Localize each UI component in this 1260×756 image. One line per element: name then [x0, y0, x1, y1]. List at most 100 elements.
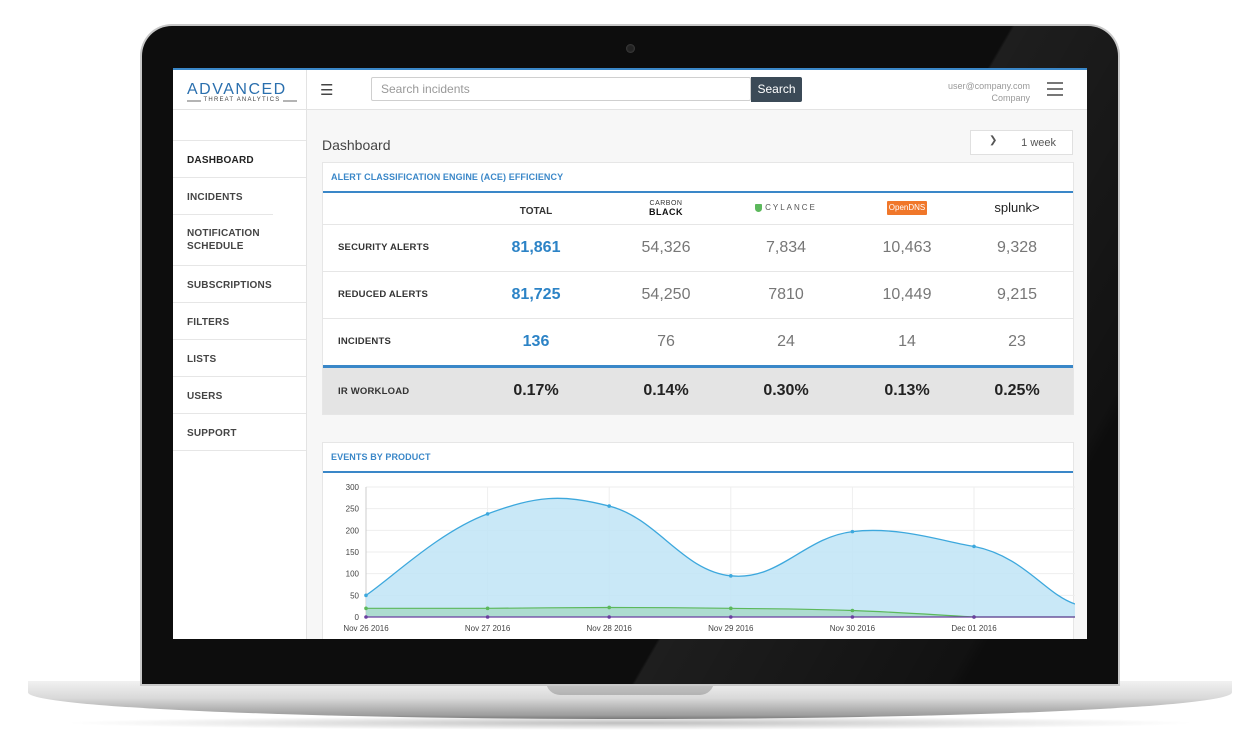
row-label-incidents: INCIDENTS	[338, 336, 391, 347]
data-point	[972, 615, 976, 619]
data-point	[729, 606, 733, 611]
reduced-alerts-cylance: 7810	[768, 286, 804, 303]
x-tick-label: Nov 26 2016	[343, 624, 389, 633]
row-label-security-alerts: SECURITY ALERTS	[338, 242, 430, 253]
data-point	[364, 593, 368, 598]
ir-workload-total: 0.17%	[513, 382, 559, 399]
events-by-product-card: EVENTS BY PRODUCT 0 50 100 150 200 250 300 Nov …	[322, 442, 1075, 639]
data-point	[607, 605, 611, 610]
data-point	[364, 615, 368, 619]
incidents-opendns: 14	[898, 333, 916, 350]
y-tick-label: 50	[350, 591, 359, 600]
date-range-value: 1 week	[1021, 137, 1056, 149]
y-tick-label: 300	[346, 483, 360, 492]
chevron-down-icon: ❯	[989, 135, 998, 146]
data-point	[607, 615, 611, 619]
carbon-black-logo: CARBON BLACK	[626, 200, 706, 217]
user-company: Company	[991, 93, 1030, 103]
main-content: Dashboard ❯ 1 week ALERT CLASSIFICATION …	[307, 110, 1087, 639]
menu-icon[interactable]	[1047, 82, 1063, 96]
cylance-logo: CYLANCE	[741, 203, 831, 212]
sidebar-item-users[interactable]: USERS	[173, 376, 306, 413]
data-point	[729, 574, 733, 578]
opendns-logo: OpenDNS	[887, 201, 927, 215]
sidebar-item-subscriptions[interactable]: SUBSCRIPTIONS	[173, 265, 306, 302]
row-divider	[323, 318, 1073, 319]
sidebar-item-dashboard[interactable]: DASHBOARD	[173, 140, 306, 177]
laptop-notch	[546, 681, 714, 695]
data-point	[850, 615, 855, 619]
y-tick-label: 100	[346, 570, 360, 579]
column-header-total: TOTAL	[519, 206, 553, 217]
y-tick-label: 200	[346, 526, 360, 535]
app-screen: ADVANCED THREAT ANALYTICS ☰ Search incid…	[173, 68, 1087, 639]
security-alerts-total[interactable]: 81,861	[511, 239, 561, 256]
date-range-select[interactable]: ❯ 1 week	[970, 130, 1073, 155]
y-tick-label: 150	[346, 548, 360, 557]
security-alerts-cylance: 7,834	[765, 239, 807, 256]
cylance-shield-icon	[755, 203, 763, 212]
security-alerts-splunk: 9,328	[996, 239, 1038, 256]
row-label-reduced-alerts: REDUCED ALERTS	[338, 289, 429, 300]
series-area	[366, 607, 1075, 617]
ir-workload-splunk: 0.25%	[994, 382, 1040, 399]
ir-workload-cylance: 0.30%	[763, 382, 809, 399]
reduced-alerts-splunk: 9,215	[996, 286, 1038, 303]
data-point	[485, 512, 490, 516]
incidents-total[interactable]: 136	[522, 333, 550, 350]
sidebar-divider	[173, 450, 306, 451]
x-tick-label: Nov 27 2016	[465, 624, 511, 633]
page-title: Dashboard	[322, 137, 391, 153]
sidebar-item-support[interactable]: SUPPORT	[173, 413, 306, 450]
series-line	[365, 606, 1075, 618]
incidents-splunk: 23	[1008, 333, 1026, 350]
sidebar-item-notification-schedule[interactable]: NOTIFICATION SCHEDULE	[173, 214, 273, 265]
sidebar-item-incidents[interactable]: INCIDENTS	[173, 177, 306, 214]
data-point	[364, 606, 368, 611]
logo-main-text: ADVANCED	[187, 81, 287, 98]
row-divider	[323, 271, 1073, 272]
reduced-alerts-opendns: 10,449	[882, 286, 932, 303]
x-tick-label: Nov 28 2016	[587, 624, 633, 633]
logo-sub-text: THREAT ANALYTICS	[203, 97, 281, 103]
data-point	[607, 504, 611, 508]
data-point	[850, 529, 855, 534]
carbon-logo-bottom: BLACK	[649, 207, 683, 217]
ace-card-title: ALERT CLASSIFICATION ENGINE (ACE) EFFICI…	[331, 172, 564, 182]
x-tick-label: Nov 30 2016	[830, 624, 876, 633]
incidents-cylance: 24	[777, 333, 795, 350]
incidents-carbon-black: 76	[657, 333, 675, 350]
splunk-logo: splunk>	[994, 200, 1040, 215]
row-divider	[323, 224, 1073, 225]
user-email: user@company.com	[948, 81, 1030, 91]
sidebar-toggle-icon[interactable]: ☰	[320, 82, 334, 99]
reduced-alerts-total[interactable]: 81,725	[511, 286, 561, 303]
sidebar-item-filters[interactable]: FILTERS	[173, 302, 306, 339]
data-point	[485, 615, 490, 619]
carbon-logo-top: CARBON	[649, 200, 683, 207]
camera-icon	[626, 44, 635, 53]
sidebar-item-lists[interactable]: LISTS	[173, 339, 306, 376]
y-tick-label: 250	[346, 505, 360, 514]
user-info[interactable]: user@company.com Company	[948, 80, 1030, 104]
card-accent-line	[323, 471, 1073, 473]
security-alerts-carbon-black: 54,326	[641, 239, 691, 256]
events-card-title: EVENTS BY PRODUCT	[331, 452, 431, 462]
data-point	[729, 615, 733, 619]
ir-workload-row: IR WORKLOAD 0.17% 0.14% 0.30% 0.13% 0.25…	[323, 365, 1073, 414]
logo[interactable]: ADVANCED THREAT ANALYTICS	[173, 70, 307, 110]
data-point	[972, 544, 976, 549]
logo-rule-icon	[187, 100, 297, 102]
cylance-logo-text: CYLANCE	[765, 203, 817, 212]
x-tick-label: Nov 29 2016	[708, 624, 754, 633]
security-alerts-opendns: 10,463	[882, 239, 932, 256]
reduced-alerts-carbon-black: 54,250	[641, 286, 691, 303]
laptop-shadow	[60, 716, 1200, 730]
search-button[interactable]: Search	[751, 77, 802, 102]
card-accent-line	[323, 191, 1073, 193]
search-input[interactable]: Search incidents	[371, 77, 751, 101]
row-label-ir-workload: IR WORKLOAD	[338, 386, 410, 397]
events-chart: 0 50 100 150 200 250 300 Nov 26 2016 Nov 27 2016…	[343, 483, 1075, 633]
ir-workload-carbon-black: 0.14%	[643, 382, 689, 399]
data-point	[485, 606, 490, 611]
